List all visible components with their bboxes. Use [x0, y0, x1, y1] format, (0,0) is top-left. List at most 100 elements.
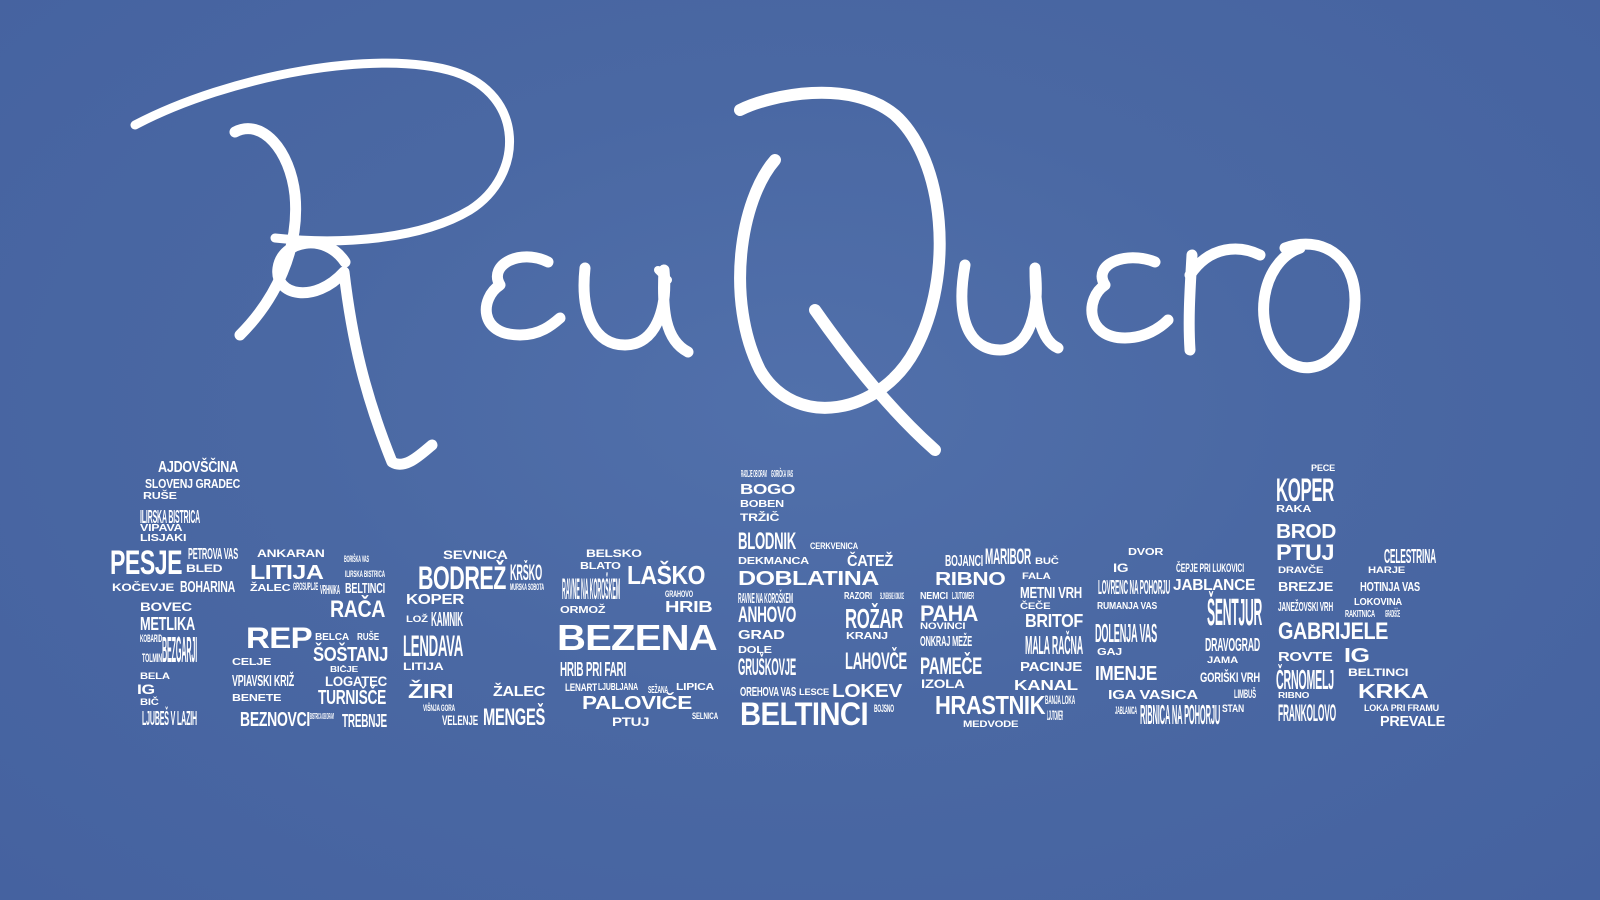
cloud-word: TREBNJE [342, 711, 387, 731]
cloud-word: MARIBOR [985, 544, 1032, 569]
wordmark-letter-e2 [1086, 252, 1174, 344]
cloud-word: ILIRSKA BISTRICA [140, 507, 201, 527]
handwritten-wordmark [130, 58, 1361, 470]
cloud-word: ČEČE [1020, 601, 1051, 611]
cloud-word: BREZJE [1278, 579, 1334, 594]
cloud-word: TOLMIN [142, 651, 162, 665]
wordmark-letter-q-tail [809, 304, 941, 456]
cloud-word: ONKRAJ MEŽE [920, 633, 972, 650]
cloud-word: KANAL [1014, 677, 1078, 694]
cloud-word: DVOR [1128, 547, 1164, 558]
cloud-word: LJUBLJANA [598, 682, 639, 693]
cloud-word: RAKA [1276, 504, 1312, 515]
wordmark-letter-u1 [578, 262, 694, 358]
cloud-word: KOPER [406, 591, 465, 608]
cloud-word: MEDVODE [963, 719, 1019, 729]
cloud-word: NEMCI [920, 591, 948, 602]
cloud-word: PAMEČE [920, 653, 982, 680]
cloud-word: BOVEC [140, 600, 192, 614]
cloud-word: IG [137, 681, 155, 697]
cloud-word: GROSUPLJE [293, 581, 319, 593]
cloud-word: HRIB PRI FARI [560, 659, 627, 681]
cloud-word: SEVNICA [443, 548, 508, 562]
cloud-word: BOGO [740, 481, 795, 498]
cloud-word: KOČEVJE [112, 582, 175, 594]
cloud-word: BLODNIK [738, 528, 796, 555]
cloud-word: RIBNO [1278, 691, 1310, 700]
cloud-word: GRAHOVO [665, 589, 694, 599]
cloud-word: KRŠKO [510, 560, 542, 585]
cloud-word: CERKVENICA [810, 541, 859, 551]
cloud-word: FRANKOLOVO [1278, 700, 1337, 727]
cloud-word: LESCE [799, 687, 830, 697]
cloud-word: DOBLATINA [738, 568, 879, 590]
cloud-word: GRUŠKOVJE [738, 654, 796, 681]
cloud-word: IZOLA [921, 677, 965, 691]
cloud-word: RAZORI [844, 591, 873, 602]
cloud-word: FALA [1022, 571, 1051, 581]
cloud-word: VIPAVA [140, 523, 183, 534]
cloud-word: LJUTOMER [952, 591, 974, 602]
cloud-word: IG [1113, 561, 1129, 575]
cloud-word: JABLANCE [1173, 577, 1256, 594]
cloud-word: GRADIŠČE [1385, 609, 1400, 620]
wordmark-letter-u2 [956, 259, 1064, 356]
cloud-word: RUŠE [357, 632, 379, 643]
cloud-word: PECE [1311, 463, 1336, 473]
cloud-word: BELA [140, 671, 170, 681]
cloud-word: LOKEV [832, 681, 902, 701]
cloud-word: HARJE [1368, 565, 1406, 575]
wordmark-letter-r [1183, 243, 1266, 356]
cloud-word: LITIJA [250, 562, 324, 584]
cloud-word: BORIŠKA VAS [344, 554, 370, 564]
cloud-word: BISTRICA OB DRAVI [310, 712, 335, 721]
cloud-word: KOBARID [140, 633, 163, 645]
cloud-word: PALOVIČE [582, 693, 692, 713]
cloud-word: MALA RAČNA [1025, 630, 1083, 660]
wordmark-letter-p-sweep [130, 58, 515, 246]
wordmark-letter-q-capital [734, 86, 946, 414]
cloud-word: KOPER [1276, 472, 1334, 508]
cloud-word: ORMOŽ [560, 605, 606, 616]
cloud-word: LITIJA [403, 661, 444, 673]
cloud-word: BROD [1276, 521, 1336, 543]
cloud-word: RAKITNICA [1345, 609, 1376, 620]
cloud-word: TRŽIČ [740, 512, 780, 524]
cloud-word: MENGEŠ [483, 704, 545, 731]
cloud-word: IMENJE [1095, 663, 1157, 685]
cloud-word: LOGATEC [325, 673, 387, 689]
wordmark-letter-q [272, 237, 438, 470]
cloud-word: LAHOVČE [845, 648, 908, 675]
cloud-word: BIČJE [330, 665, 359, 674]
cloud-word: PAHA [920, 601, 979, 626]
cloud-word: BEZENA [557, 617, 718, 658]
cloud-word: RIBNO [935, 569, 1006, 589]
cloud-word: DEKMANCA [738, 556, 809, 567]
cloud-word: BELTINCI [1348, 667, 1409, 679]
wordmark-letter-o [1258, 238, 1361, 373]
cloud-word: ČEPJE PRI LUKOVICI [1176, 561, 1244, 575]
cloud-word: RADLJE OB DRAVI [741, 469, 768, 480]
cloud-word: BODREŽ [418, 560, 506, 596]
cloud-word: DRAVOGRAD [1205, 635, 1261, 655]
cloud-word: ŠENTJUR [1207, 592, 1263, 634]
cloud-word: CELESTRINA [1384, 546, 1436, 568]
cloud-word: BIČ [140, 697, 159, 707]
cloud-word: VIŠNJA GORA [423, 703, 456, 713]
cloud-word: BEZGARJI [162, 629, 198, 670]
cloud-word: TURNIŠČE [318, 687, 387, 709]
cloud-word: BOBEN [740, 499, 784, 510]
cloud-word: ANHOVO [738, 602, 797, 627]
cloud-word: BELSKO [586, 548, 642, 560]
cloud-word: HRASTNIK [935, 690, 1045, 720]
cloud-word: LENDAVA [403, 630, 463, 663]
cloud-word: SLOVENJ GRADEC [145, 476, 241, 491]
cloud-word: BUČ [1035, 556, 1059, 566]
cloud-word: GORIČKA VAS [771, 469, 793, 480]
cloud-word: ČATEŽ [847, 553, 893, 570]
cloud-word: IGA VASICA [1108, 687, 1198, 702]
cloud-word: VELENJE [442, 712, 478, 728]
cloud-word: LJUBEŠ V LAZIH [142, 708, 197, 730]
